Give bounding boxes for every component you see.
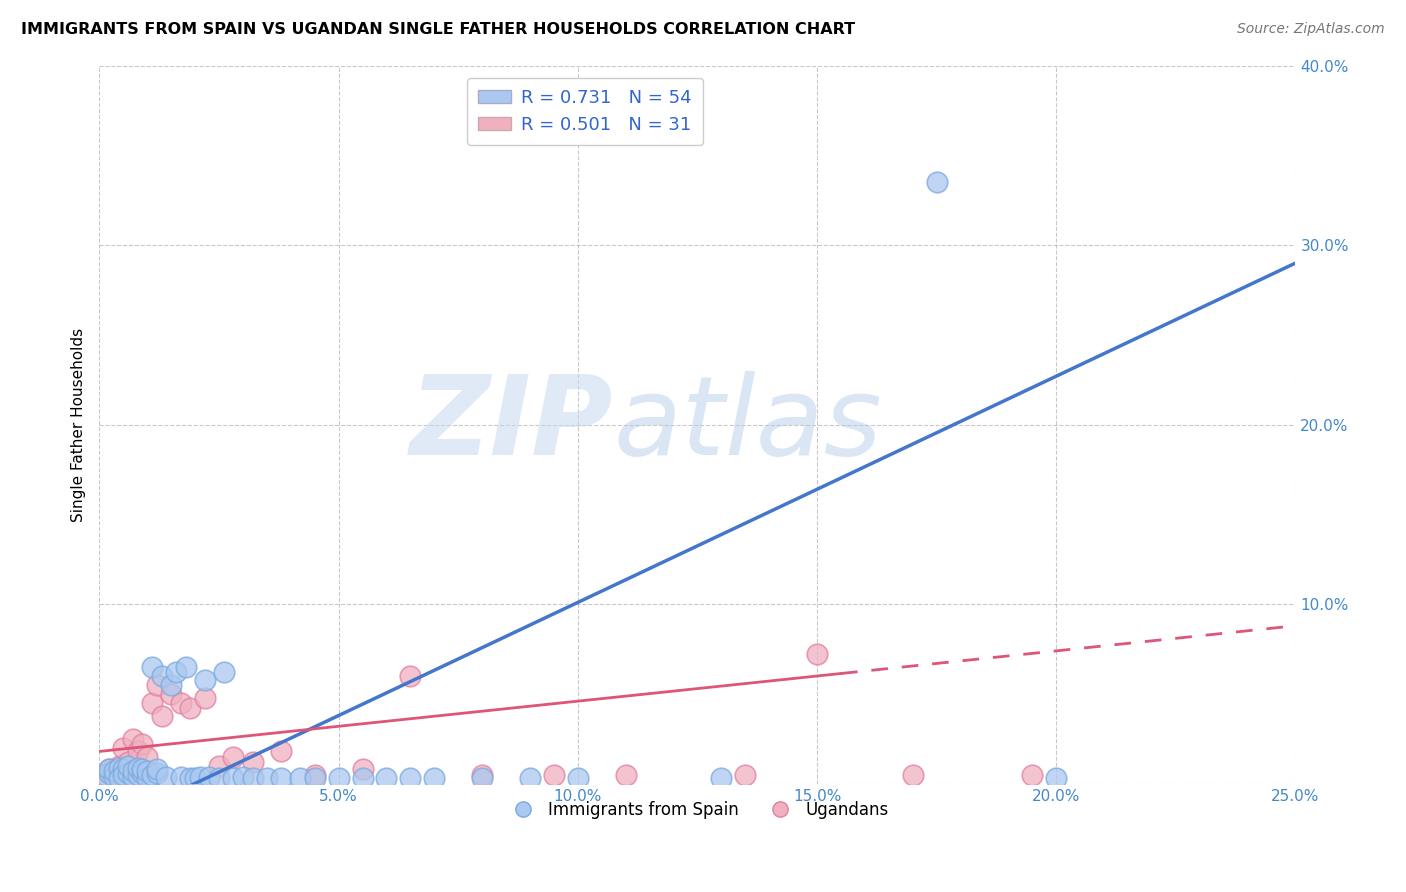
Point [141,660,163,674]
Text: Source: ZipAtlas.com: Source: ZipAtlas.com [1237,22,1385,37]
Point [150,669,173,683]
Legend: Immigrants from Spain, Ugandans: Immigrants from Spain, Ugandans [499,795,896,826]
Point [107,761,129,775]
Point [901,768,924,782]
Point [734,768,756,782]
Point [122,764,145,779]
Point [179,701,201,715]
Point [614,768,637,782]
Point [98,763,121,777]
Point [232,770,254,784]
Point [270,744,292,758]
Point [352,763,374,777]
Point [131,737,153,751]
Point [290,772,312,786]
Point [170,696,193,710]
Point [146,763,169,777]
Point [174,660,197,674]
Text: ZIP: ZIP [411,371,614,478]
Point [471,768,494,782]
Point [184,772,207,786]
Point [150,708,173,723]
Point [131,763,153,777]
Point [122,731,145,746]
Point [170,770,193,784]
Point [519,772,541,786]
Point [117,758,139,772]
Point [208,772,231,786]
Point [131,766,153,780]
Point [146,766,169,780]
Point [141,768,163,782]
Point [352,772,374,786]
Point [375,772,398,786]
Point [117,755,139,769]
Point [98,766,121,780]
Point [198,770,221,784]
Point [165,665,187,680]
Text: atlas: atlas [614,371,883,478]
Point [925,175,948,189]
Point [103,766,125,780]
Point [194,690,217,705]
Point [103,764,125,779]
Point [93,768,115,782]
Point [1045,772,1067,786]
Y-axis label: Single Father Households: Single Father Households [72,327,86,522]
Point [93,768,115,782]
Point [112,740,135,755]
Point [1021,768,1043,782]
Point [122,770,145,784]
Point [160,678,183,692]
Point [155,770,177,784]
Point [567,772,589,786]
Point [270,772,292,786]
Point [127,768,149,782]
Point [188,770,211,784]
Point [117,766,139,780]
Point [112,768,135,782]
Point [127,744,149,758]
Point [304,772,326,786]
Point [399,669,422,683]
Point [107,772,129,786]
Point [423,772,446,786]
Point [194,673,217,687]
Point [806,648,828,662]
Point [179,772,201,786]
Point [543,768,565,782]
Point [222,772,245,786]
Point [103,770,125,784]
Point [136,772,159,786]
Point [328,772,350,786]
Point [471,772,494,786]
Point [208,758,231,772]
Point [222,749,245,764]
Point [136,749,159,764]
Point [304,768,326,782]
Point [112,763,135,777]
Point [399,772,422,786]
Point [212,665,235,680]
Point [242,772,264,786]
Point [146,678,169,692]
Point [242,755,264,769]
Point [256,772,278,786]
Point [107,758,129,772]
Point [136,764,159,779]
Point [710,772,733,786]
Point [127,761,149,775]
Text: IMMIGRANTS FROM SPAIN VS UGANDAN SINGLE FATHER HOUSEHOLDS CORRELATION CHART: IMMIGRANTS FROM SPAIN VS UGANDAN SINGLE … [21,22,855,37]
Point [160,687,183,701]
Point [98,763,121,777]
Point [141,696,163,710]
